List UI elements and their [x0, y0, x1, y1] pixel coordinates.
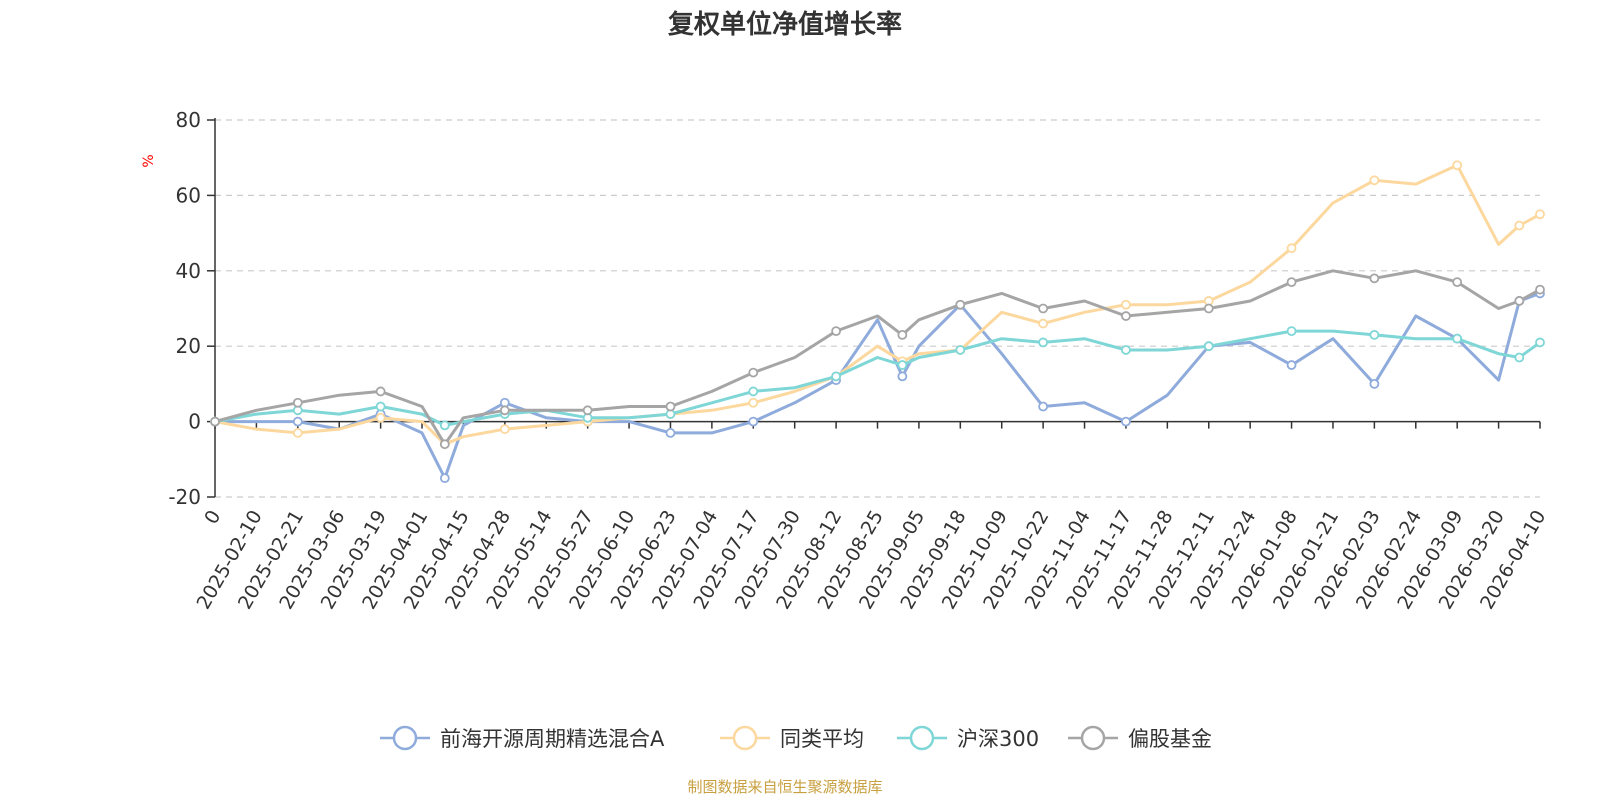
data-point	[375, 401, 386, 412]
data-point	[955, 299, 966, 310]
data-point	[375, 412, 386, 423]
data-point	[1452, 333, 1463, 344]
data-point	[748, 386, 759, 397]
data-point	[582, 405, 593, 416]
data-point	[292, 416, 303, 427]
data-point	[1514, 352, 1525, 363]
x-axis: 02025-02-102025-02-212025-03-062025-03-1…	[192, 420, 1550, 613]
data-point	[1038, 337, 1049, 348]
data-point	[897, 329, 908, 340]
data-point	[439, 439, 450, 450]
y-tick-label: 60	[176, 183, 201, 207]
data-point	[1535, 337, 1545, 348]
data-point	[1369, 273, 1380, 284]
data-point	[1514, 220, 1525, 231]
data-point	[292, 428, 303, 438]
data-point	[375, 386, 386, 397]
data-point	[1535, 284, 1545, 295]
data-point	[1452, 277, 1463, 288]
data-point	[210, 416, 220, 427]
x-tick-label: 0	[200, 507, 225, 528]
legend-label[interactable]: 同类平均	[780, 727, 864, 751]
chart-title: 复权单位净值增长率	[668, 9, 902, 40]
data-point	[665, 428, 676, 438]
legend-label[interactable]: 偏股基金	[1128, 727, 1212, 751]
data-point	[292, 397, 303, 408]
data-point	[1369, 175, 1380, 186]
data-point	[897, 360, 908, 370]
data-point	[665, 401, 676, 412]
legend-marker	[392, 725, 418, 751]
legend-marker	[1080, 725, 1106, 751]
data-point	[1038, 303, 1049, 314]
y-tick-label: 0	[188, 410, 201, 434]
data-point	[748, 397, 759, 408]
y-tick-label: 20	[176, 334, 201, 358]
data-point	[1286, 243, 1297, 254]
y-tick-label: -20	[168, 485, 201, 509]
data-point	[499, 424, 510, 435]
data-point	[1203, 341, 1214, 352]
data-point	[748, 416, 759, 427]
data-point	[1452, 160, 1463, 171]
source-note: 制图数据来自恒生聚源数据库	[687, 778, 882, 796]
legend-marker	[909, 725, 935, 751]
data-point	[955, 345, 966, 355]
data-point	[499, 405, 510, 416]
y-tick-label: 80	[176, 108, 201, 132]
legend-label[interactable]: 沪深300	[957, 727, 1039, 751]
data-point	[439, 420, 450, 431]
data-point	[1514, 296, 1525, 306]
legend[interactable]: 前海开源周期精选混合A 同类平均 沪深300 偏股基金	[380, 725, 1212, 751]
data-point	[1121, 299, 1131, 310]
data-point	[1286, 326, 1297, 337]
y-axis-ticks: 80 60 40 20 0 -20	[168, 108, 216, 509]
data-point	[1369, 329, 1380, 340]
data-point	[1535, 209, 1545, 220]
data-point	[1038, 318, 1049, 329]
series-lines	[210, 160, 1545, 484]
data-point	[439, 473, 450, 484]
series-line-0	[215, 291, 1541, 480]
data-point	[831, 371, 841, 382]
data-point	[1286, 360, 1297, 370]
data-point	[1121, 311, 1131, 321]
data-point	[1121, 416, 1131, 427]
data-point	[897, 371, 908, 382]
data-point	[1369, 378, 1380, 389]
data-point	[1203, 303, 1214, 314]
series-line-3	[214, 269, 1541, 446]
data-point	[1286, 277, 1297, 288]
gridlines	[215, 119, 1540, 498]
y-axis-unit: %	[141, 154, 157, 167]
data-point	[748, 367, 759, 378]
data-point	[1038, 401, 1049, 412]
data-point	[831, 326, 841, 337]
legend-label[interactable]: 前海开源周期精选混合A	[440, 727, 665, 751]
data-point	[1121, 345, 1131, 355]
legend-marker	[732, 725, 758, 751]
y-tick-label: 40	[176, 259, 201, 283]
